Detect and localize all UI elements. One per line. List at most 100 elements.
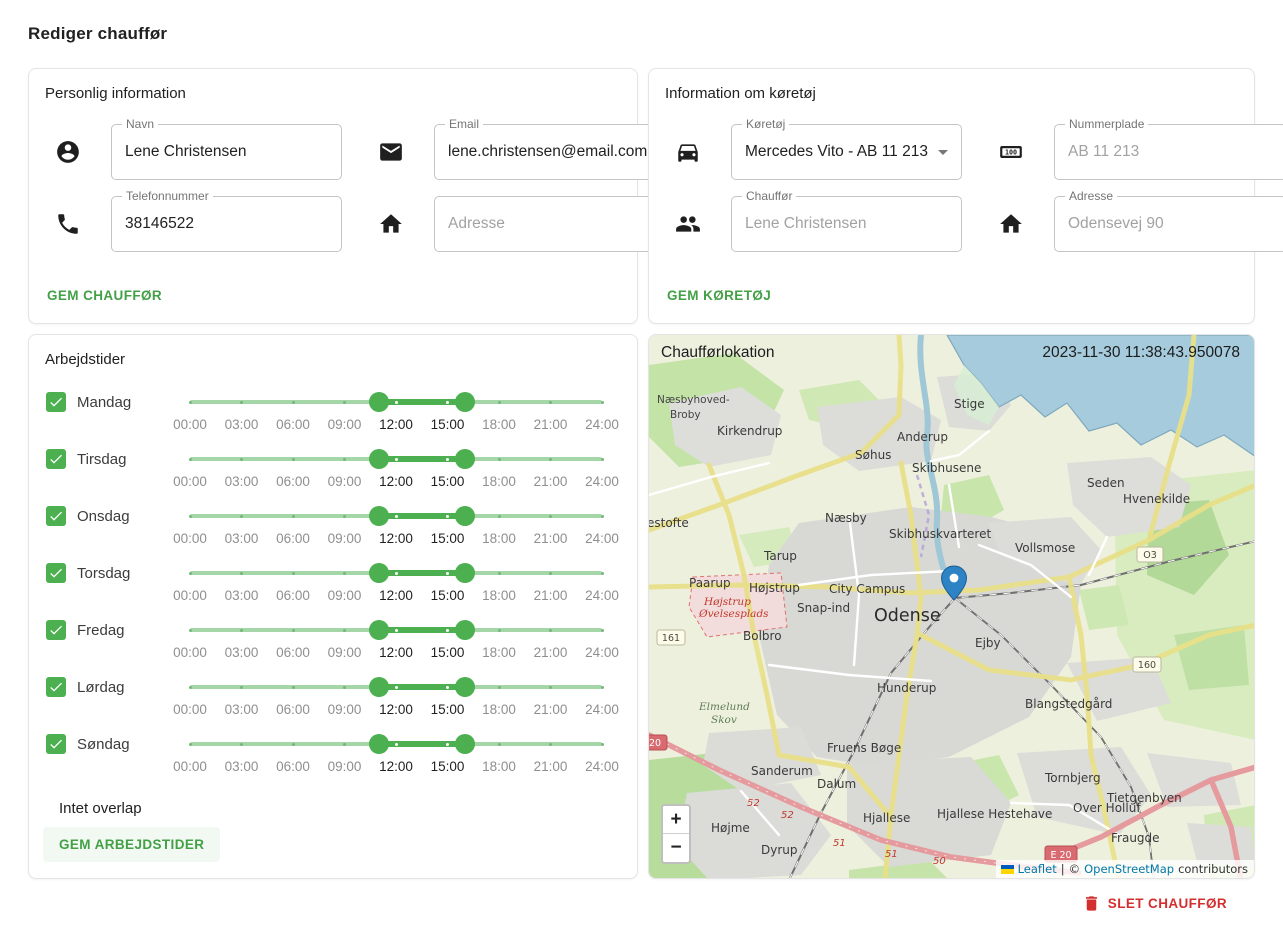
slider-active-range[interactable] — [379, 399, 465, 405]
slider-mark — [240, 686, 243, 689]
plate-input[interactable] — [1055, 125, 1283, 179]
phone-input[interactable] — [112, 197, 341, 251]
osm-link[interactable]: OpenStreetMap — [1084, 862, 1174, 876]
slider-mark — [395, 743, 398, 746]
email-input[interactable] — [435, 125, 666, 179]
slider-mark — [343, 629, 346, 632]
home-icon — [368, 211, 434, 237]
slider-mark — [549, 686, 552, 689]
slider-mark — [549, 743, 552, 746]
slider-thumb-start[interactable] — [369, 392, 389, 412]
email-label: Email — [445, 118, 483, 131]
slider-thumb-end[interactable] — [455, 620, 475, 640]
slider-mark — [395, 515, 398, 518]
tick-label: 06:00 — [276, 531, 310, 546]
slider-mark — [292, 515, 295, 518]
day-checkbox[interactable] — [46, 392, 66, 412]
workday-row: Onsdag00:0003:0006:0009:0012:0015:0018:0… — [29, 506, 637, 563]
slider-active-range[interactable] — [379, 684, 465, 690]
tick-label: 00:00 — [173, 531, 207, 546]
address-input[interactable] — [435, 197, 666, 251]
slider-mark — [343, 686, 346, 689]
phone-label: Telefonnummer — [122, 190, 213, 203]
slider-thumb-start[interactable] — [369, 449, 389, 469]
slider-thumb-start[interactable] — [369, 734, 389, 754]
slider-mark — [446, 743, 449, 746]
slider-mark — [343, 743, 346, 746]
vehicle-select[interactable]: Køretøj Mercedes Vito - AB 11 213 — [731, 124, 962, 180]
vehicle-address-field: Adresse — [1054, 196, 1283, 252]
tick-label: 09:00 — [328, 588, 362, 603]
tick-label: 06:00 — [276, 417, 310, 432]
driver-input[interactable] — [732, 197, 961, 251]
map-label: Blangstedgård — [1025, 697, 1112, 711]
day-checkbox[interactable] — [46, 449, 66, 469]
map-label: 51 — [833, 838, 846, 849]
slider-box — [180, 620, 612, 640]
map-label: Skov — [711, 714, 737, 726]
tick-label: 09:00 — [328, 702, 362, 717]
slider-mark — [240, 515, 243, 518]
zoom-out-button[interactable]: − — [663, 834, 689, 862]
day-checkbox[interactable] — [46, 506, 66, 526]
zoom-in-button[interactable]: + — [663, 806, 689, 834]
day-checkbox[interactable] — [46, 677, 66, 697]
slider-thumb-end[interactable] — [455, 506, 475, 526]
slider-mark — [189, 458, 192, 461]
tick-label: 09:00 — [328, 474, 362, 489]
day-checkbox[interactable] — [46, 620, 66, 640]
save-vehicle-button[interactable]: GEM KØRETØJ — [665, 284, 773, 307]
slider-mark — [189, 572, 192, 575]
slider-active-range[interactable] — [379, 513, 465, 519]
save-workhours-button[interactable]: GEM ARBEJDSTIDER — [43, 827, 220, 862]
slider-active-range[interactable] — [379, 627, 465, 633]
slider-thumb-end[interactable] — [455, 563, 475, 583]
slider-thumb-start[interactable] — [369, 506, 389, 526]
slider-mark — [498, 458, 501, 461]
slider-active-range[interactable] — [379, 456, 465, 462]
road-badge: 160 — [1133, 657, 1161, 672]
road-badge: 161 — [657, 630, 685, 645]
tick-label: 00:00 — [173, 702, 207, 717]
slider-mark — [343, 401, 346, 404]
map-label: Seden — [1087, 476, 1125, 490]
slider-thumb-end[interactable] — [455, 392, 475, 412]
slider-thumb-end[interactable] — [455, 677, 475, 697]
day-checkbox[interactable] — [46, 563, 66, 583]
save-driver-button[interactable]: GEM CHAUFFØR — [45, 284, 164, 307]
slider-thumb-start[interactable] — [369, 563, 389, 583]
footer: SLET CHAUFFØR — [28, 879, 1255, 913]
slider-mark — [601, 458, 604, 461]
tick-label: 15:00 — [431, 474, 465, 489]
slider-mark — [240, 743, 243, 746]
map-label: Dyrup — [761, 843, 798, 857]
map-label: Hvenekilde — [1123, 492, 1190, 506]
tick-label: 24:00 — [585, 531, 619, 546]
workday-row: Lørdag00:0003:0006:0009:0012:0015:0018:0… — [29, 677, 637, 734]
slider-mark — [446, 686, 449, 689]
slider-tick-labels: 00:0003:0006:0009:0012:0015:0018:0021:00… — [180, 583, 612, 609]
day-checkbox[interactable] — [46, 734, 66, 754]
personal-info-title: Personlig information — [29, 69, 637, 114]
vehicle-address-input[interactable] — [1055, 197, 1283, 251]
vehicle-info-card: Information om køretøj Køretøj Mercedes … — [648, 68, 1255, 324]
leaflet-link[interactable]: Leaflet — [1018, 862, 1057, 876]
slider-thumb-end[interactable] — [455, 449, 475, 469]
attrib-separator: | — [1061, 862, 1065, 876]
map-card: O316116020E 20 Næsbyhoved-BrobyKirkendru… — [648, 334, 1255, 879]
slider-active-range[interactable] — [379, 741, 465, 747]
map-canvas[interactable]: O316116020E 20 Næsbyhoved-BrobyKirkendru… — [649, 335, 1255, 879]
delete-driver-button[interactable]: SLET CHAUFFØR — [1082, 894, 1227, 913]
slider-mark — [549, 629, 552, 632]
name-input[interactable] — [112, 125, 341, 179]
slider-mark — [240, 629, 243, 632]
slider-tick-labels: 00:0003:0006:0009:0012:0015:0018:0021:00… — [180, 526, 612, 552]
slider-mark — [292, 458, 295, 461]
slider-thumb-end[interactable] — [455, 734, 475, 754]
slider-thumb-start[interactable] — [369, 620, 389, 640]
slider-mark — [189, 629, 192, 632]
tick-label: 18:00 — [482, 417, 516, 432]
slider-active-range[interactable] — [379, 570, 465, 576]
slider-thumb-start[interactable] — [369, 677, 389, 697]
tick-label: 06:00 — [276, 474, 310, 489]
